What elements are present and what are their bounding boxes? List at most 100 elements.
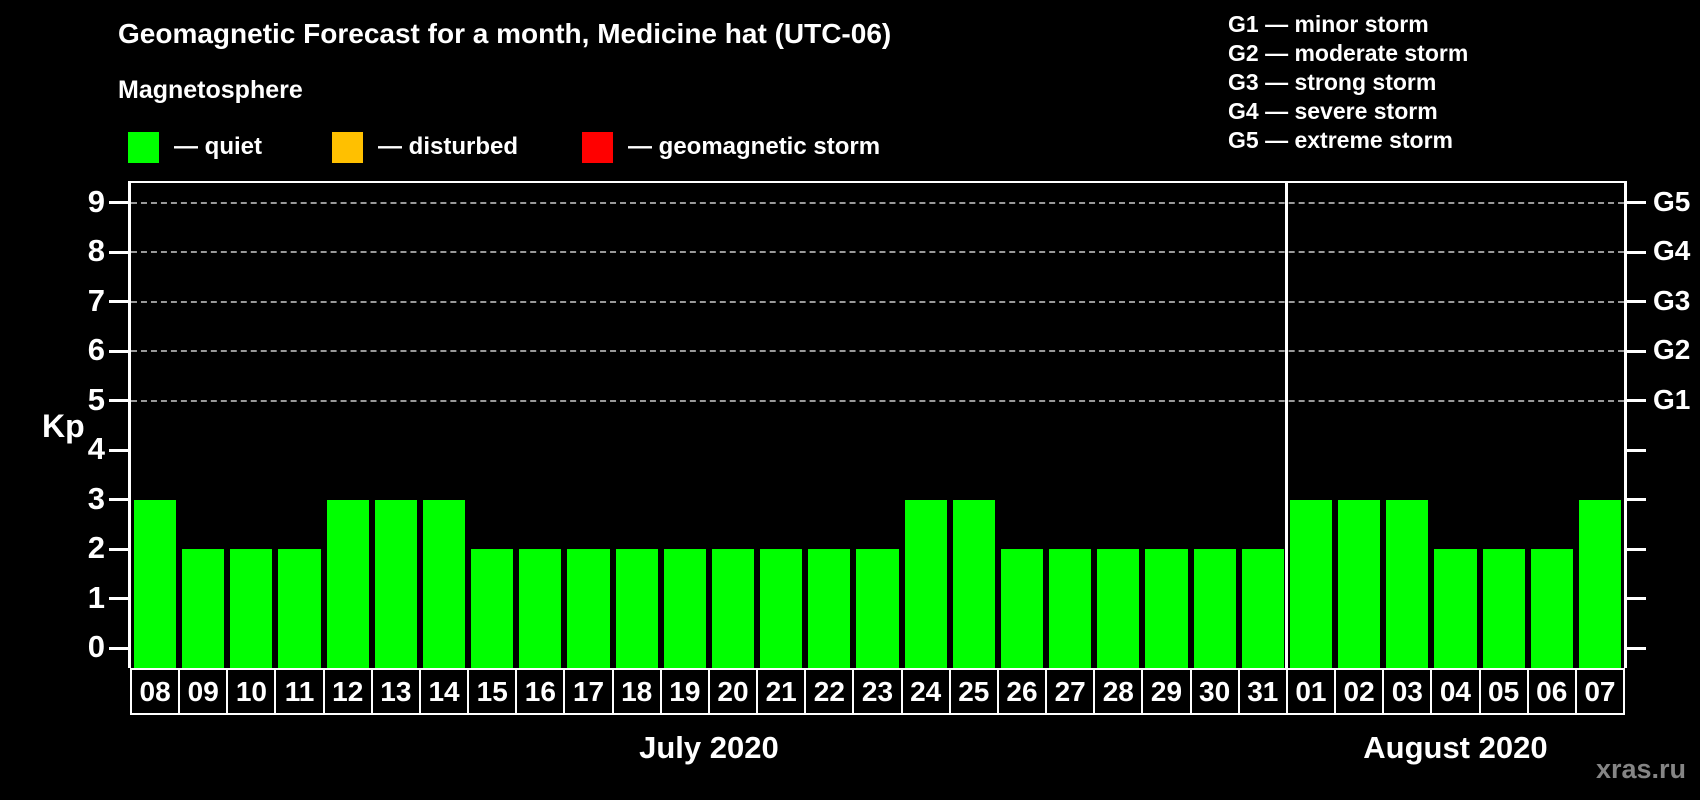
- storm-scale-legend: G1 — minor storm G2 — moderate storm G3 — …: [1228, 10, 1468, 155]
- kp-bar-day-23: [856, 549, 899, 668]
- y-tick-right-0: [1627, 646, 1646, 650]
- day-label-06: 06: [1526, 668, 1577, 715]
- right-axis-label-g4: G4: [1653, 235, 1691, 267]
- plot-border-right: [1624, 183, 1627, 668]
- y-tick-label-6: 6: [87, 332, 105, 368]
- day-label-11: 11: [274, 668, 325, 715]
- y-tick-label-8: 8: [87, 233, 105, 269]
- y-tick-right-2: [1627, 547, 1646, 551]
- kp-bar-day-22: [808, 549, 851, 668]
- quiet-swatch: [128, 131, 159, 163]
- gridline-kp-6: [131, 350, 1624, 353]
- y-tick-label-7: 7: [87, 282, 105, 318]
- kp-bar-day-16: [519, 549, 562, 668]
- y-tick-left-3: [109, 498, 128, 502]
- y-tick-right-5: [1627, 399, 1646, 403]
- kp-bar-day-08: [134, 499, 177, 668]
- y-tick-right-1: [1627, 597, 1646, 601]
- y-tick-right-7: [1627, 300, 1646, 304]
- legend-item-label: — disturbed: [378, 133, 519, 160]
- storm-scale-line-2: G2 — moderate storm: [1228, 40, 1469, 66]
- storm-scale-line-5: G5 — extreme storm: [1228, 127, 1453, 153]
- day-label-08: 08: [130, 668, 181, 715]
- day-label-18: 18: [611, 668, 662, 715]
- kp-bar-day-27: [1049, 549, 1092, 668]
- y-tick-right-3: [1627, 498, 1646, 502]
- y-tick-label-5: 5: [87, 381, 105, 417]
- day-label-16: 16: [515, 668, 566, 715]
- day-label-03: 03: [1382, 668, 1433, 715]
- kp-bar-day-03: [1386, 499, 1429, 668]
- day-label-23: 23: [852, 668, 903, 715]
- kp-bar-day-15: [471, 549, 514, 668]
- y-tick-right-9: [1627, 201, 1646, 205]
- gridline-kp-9: [131, 201, 1624, 204]
- y-tick-label-9: 9: [87, 183, 105, 219]
- day-label-05: 05: [1478, 668, 1529, 715]
- kp-bar-day-31: [1241, 549, 1284, 668]
- gridline-kp-5: [131, 399, 1624, 402]
- kp-bar-day-14: [422, 499, 466, 668]
- gridline-kp-7: [131, 300, 1624, 303]
- day-label-22: 22: [804, 668, 855, 715]
- day-label-30: 30: [1189, 668, 1240, 715]
- kp-bar-day-07: [1578, 499, 1621, 668]
- geomagnetic-storm-swatch: [582, 131, 613, 163]
- right-axis-label-g1: G1: [1653, 383, 1691, 415]
- day-label-31: 31: [1237, 668, 1288, 715]
- kp-bar-day-21: [760, 549, 803, 668]
- kp-bar-day-19: [663, 549, 706, 668]
- kp-bar-day-25: [952, 499, 995, 668]
- y-tick-label-4: 4: [87, 431, 105, 467]
- kp-bar-day-05: [1482, 549, 1525, 668]
- day-label-14: 14: [418, 668, 470, 715]
- day-label-09: 09: [178, 668, 229, 715]
- y-tick-left-0: [109, 646, 128, 650]
- day-label-07: 07: [1574, 668, 1625, 715]
- y-tick-left-8: [109, 250, 128, 254]
- day-label-27: 27: [1045, 668, 1096, 715]
- day-label-15: 15: [467, 668, 518, 715]
- legend-item-disturbed: — disturbed: [332, 131, 518, 163]
- right-axis-label-g3: G3: [1653, 284, 1691, 316]
- kp-bar-day-01: [1289, 499, 1333, 668]
- day-label-19: 19: [659, 668, 710, 715]
- day-label-28: 28: [1093, 668, 1144, 715]
- kp-bar-day-29: [1145, 549, 1188, 668]
- day-label-17: 17: [563, 668, 614, 715]
- y-tick-label-3: 3: [87, 480, 105, 516]
- day-label-20: 20: [707, 668, 759, 715]
- day-label-29: 29: [1141, 668, 1192, 715]
- y-tick-left-6: [109, 349, 128, 353]
- y-tick-right-8: [1627, 250, 1646, 254]
- y-tick-label-1: 1: [87, 579, 105, 615]
- y-tick-label-2: 2: [87, 530, 105, 566]
- kp-bar-day-28: [1097, 549, 1140, 668]
- day-label-04: 04: [1430, 668, 1481, 715]
- day-label-10: 10: [226, 668, 277, 715]
- day-label-13: 13: [370, 668, 421, 715]
- disturbed-swatch: [332, 131, 363, 163]
- legend-item-label: — geomagnetic storm: [628, 133, 881, 160]
- day-label-21: 21: [756, 668, 807, 715]
- day-label-12: 12: [322, 668, 373, 715]
- plot-border-left: [128, 183, 131, 668]
- y-tick-left-4: [109, 448, 128, 452]
- legend-item-geomagnetic-storm: — geomagnetic storm: [582, 131, 880, 163]
- y-tick-label-0: 0: [87, 629, 105, 665]
- storm-scale-line-3: G3 — strong storm: [1228, 69, 1437, 95]
- kp-bar-day-20: [711, 549, 755, 668]
- y-tick-right-6: [1627, 349, 1646, 353]
- storm-scale-line-4: G4 — severe storm: [1228, 98, 1438, 124]
- storm-scale-line-1: G1 — minor storm: [1228, 11, 1429, 37]
- kp-bar-day-12: [326, 499, 369, 668]
- kp-bar-day-09: [182, 549, 225, 668]
- day-label-25: 25: [948, 668, 999, 715]
- kp-bar-day-17: [567, 549, 610, 668]
- legend-item-quiet: — quiet: [128, 131, 262, 163]
- magnetosphere-legend: — quiet — disturbed — geomagnetic storm: [0, 131, 1100, 167]
- y-tick-left-9: [109, 201, 128, 205]
- y-tick-right-4: [1627, 448, 1646, 452]
- kp-bar-day-11: [278, 549, 321, 668]
- y-axis-label: Kp: [42, 408, 85, 444]
